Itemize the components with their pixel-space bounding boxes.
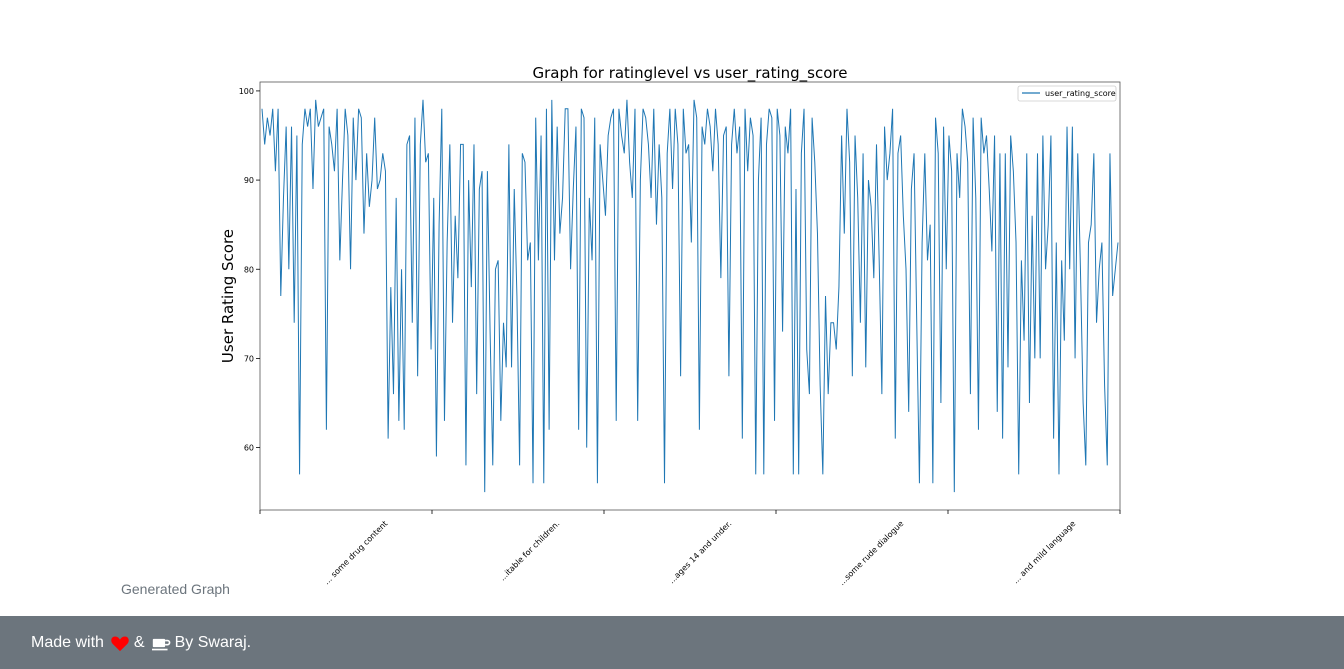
y-tick-label: 70	[244, 354, 254, 363]
footer: Made with & By Swaraj.	[0, 616, 1344, 669]
plot-area-frame	[259, 81, 1121, 511]
y-axis-ticks: 60 70 80 90 100	[239, 87, 260, 453]
x-axis-ticks: ... some drug content ...itable for child…	[259, 510, 1121, 587]
legend-box	[1017, 85, 1117, 102]
y-tick-label: 90	[244, 176, 254, 185]
graph-caption: Generated Graph	[121, 581, 230, 597]
x-tick-label: ...itable for children.	[498, 519, 562, 583]
chart-title: Graph for ratinglevel vs user_rating_sco…	[533, 64, 848, 83]
footer-made-with: Made with	[31, 633, 104, 651]
coffee-icon	[151, 638, 170, 650]
y-tick-label: 60	[244, 444, 254, 453]
x-tick-label: ... and mild language	[1011, 519, 1077, 585]
y-axis-label: User Rating Score	[219, 229, 237, 363]
heart-icon	[111, 635, 129, 651]
footer-ampersand: &	[133, 633, 145, 651]
y-tick-label: 80	[244, 265, 254, 274]
x-tick-label: ... some drug content	[322, 519, 389, 586]
footer-by: By Swaraj.	[174, 633, 252, 651]
y-tick-label: 100	[239, 87, 254, 96]
series-line-user-rating-score	[261, 99, 1119, 493]
legend-label: user_rating_score	[1045, 89, 1116, 98]
chart: 60 70 80 90 100 ... some drug content ...itab…	[219, 64, 1121, 587]
x-tick-label: ...ages 14 and under.	[667, 519, 733, 585]
x-tick-label: ...some rude dialogue	[837, 519, 905, 587]
legend: user_rating_score	[1017, 85, 1117, 102]
